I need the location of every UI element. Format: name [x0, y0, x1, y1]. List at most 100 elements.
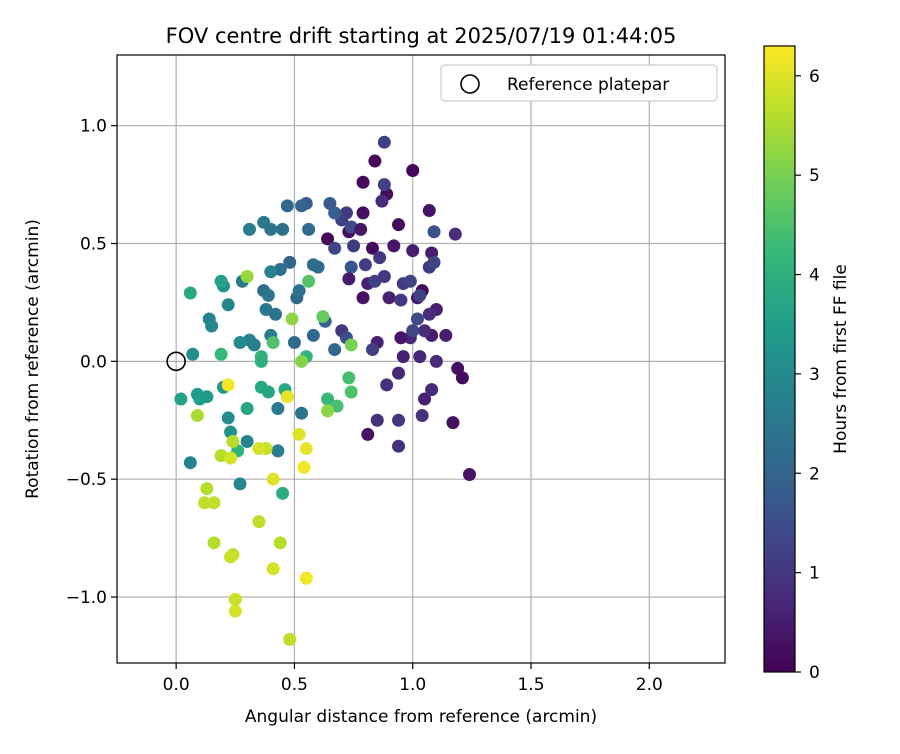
colorbar — [763, 45, 796, 673]
data-point — [221, 378, 235, 392]
data-point — [344, 338, 358, 352]
data-point — [221, 411, 235, 425]
data-point — [418, 392, 432, 406]
legend: Reference platepar — [440, 64, 718, 102]
y-tick-label: −1.0 — [66, 588, 107, 608]
colorbar-tick-label: 0 — [809, 663, 820, 683]
data-point — [373, 251, 387, 265]
data-point — [198, 496, 212, 510]
x-axis-label: Angular distance from reference (arcmin) — [245, 707, 597, 727]
data-point — [455, 371, 469, 385]
data-point — [273, 536, 287, 550]
data-point — [283, 632, 297, 646]
data-point — [233, 477, 247, 491]
data-point — [266, 562, 280, 576]
colorbar-label: Hours from first FF file — [831, 264, 851, 454]
data-point — [429, 354, 443, 368]
data-point — [302, 222, 316, 236]
data-point — [174, 392, 188, 406]
data-point — [344, 260, 358, 274]
data-point — [224, 451, 238, 465]
data-point — [295, 199, 309, 213]
data-point — [448, 227, 462, 241]
data-point — [358, 258, 372, 272]
data-point — [280, 199, 294, 213]
data-point — [344, 385, 358, 399]
data-point — [410, 312, 424, 326]
data-point — [422, 204, 436, 218]
data-point — [377, 178, 391, 192]
data-point — [283, 255, 297, 269]
y-tick-label: 0.5 — [80, 235, 107, 255]
data-point — [254, 354, 268, 368]
data-point — [427, 225, 441, 239]
data-point — [427, 255, 441, 269]
data-point — [415, 409, 429, 423]
data-point — [306, 328, 320, 342]
data-point — [247, 338, 261, 352]
data-point — [183, 286, 197, 300]
data-point — [328, 241, 342, 255]
data-point — [321, 392, 335, 406]
plot-frame — [116, 54, 726, 664]
data-point — [240, 401, 254, 415]
colorbar-tick-label: 5 — [809, 166, 820, 186]
data-point — [328, 206, 342, 220]
data-point — [266, 472, 280, 486]
colorbar-tick-label: 1 — [809, 564, 820, 584]
data-point — [190, 409, 204, 423]
data-point — [299, 442, 313, 456]
data-point — [382, 291, 396, 305]
y-axis-label: Rotation from reference (arcmin) — [23, 219, 43, 499]
colorbar-tick-label: 2 — [809, 464, 820, 484]
data-point — [392, 218, 406, 232]
data-point — [356, 175, 370, 189]
data-point — [242, 222, 256, 236]
data-point — [321, 404, 335, 418]
data-point — [311, 260, 325, 274]
data-point — [261, 288, 275, 302]
data-point — [280, 390, 294, 404]
data-point — [377, 270, 391, 284]
data-point — [228, 604, 242, 618]
legend-label: Reference platepar — [507, 75, 669, 95]
y-tick-label: 0.0 — [80, 352, 107, 372]
data-point — [347, 239, 361, 253]
data-point — [269, 307, 283, 321]
data-point — [285, 312, 299, 326]
chart-title: FOV centre drift starting at 2025/07/19 … — [166, 24, 677, 48]
data-point — [370, 413, 384, 427]
data-point — [406, 244, 420, 258]
legend-box — [440, 64, 718, 102]
data-point — [328, 343, 342, 357]
data-point — [292, 427, 306, 441]
data-point — [387, 239, 401, 253]
data-point — [439, 328, 453, 342]
data-point — [252, 515, 266, 529]
data-point — [264, 222, 278, 236]
data-point — [264, 265, 278, 279]
data-point — [207, 536, 221, 550]
colorbar-tick-label: 6 — [809, 67, 820, 87]
data-point — [200, 482, 214, 496]
data-point — [226, 434, 240, 448]
data-point — [292, 284, 306, 298]
data-point — [261, 385, 275, 399]
data-point — [342, 371, 356, 385]
y-tick-label: 1.0 — [80, 117, 107, 137]
data-point — [342, 272, 356, 286]
data-point — [422, 307, 436, 321]
data-point — [214, 274, 228, 288]
data-point — [200, 390, 214, 404]
data-point — [214, 347, 228, 361]
data-point — [276, 486, 290, 500]
data-point — [224, 550, 238, 564]
data-point — [297, 460, 311, 474]
data-point — [316, 310, 330, 324]
y-axis-ticks: −1.0 −0.5 0.0 0.5 1.0 — [66, 117, 117, 608]
x-axis-ticks: 0.0 0.5 1.0 1.5 2.0 — [163, 663, 663, 695]
data-point — [413, 288, 427, 302]
data-point — [418, 324, 432, 338]
data-point — [377, 135, 391, 149]
